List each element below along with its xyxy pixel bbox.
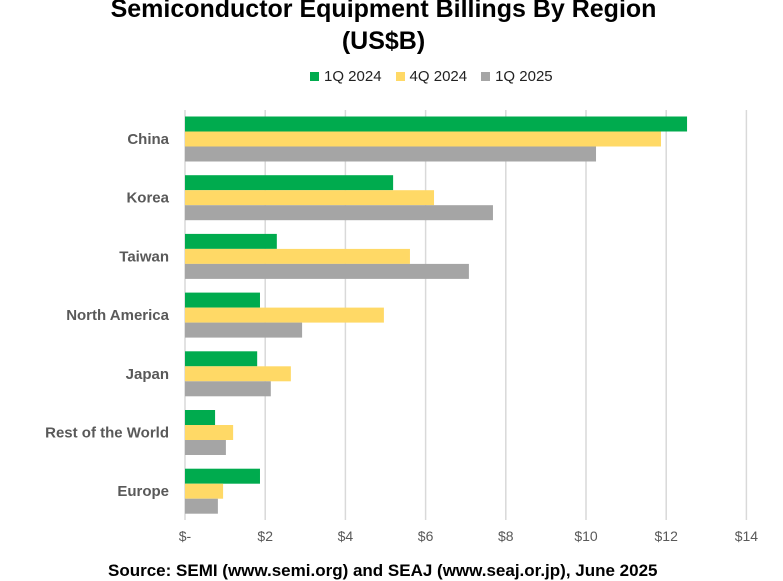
category-label: North America (66, 307, 169, 324)
legend-label: 1Q 2025 (495, 68, 553, 85)
chart-subtitle: (US$B) (341, 27, 426, 55)
bar-4q-2024 (185, 131, 661, 147)
bar-1q-2025 (185, 205, 493, 221)
x-tick-label: $10 (574, 528, 598, 544)
x-tick-label: $2 (257, 528, 273, 544)
bar-1q-2024 (185, 410, 216, 425)
bar-4q-2024 (185, 366, 291, 382)
legend: 1Q 2024 4Q 2024 1Q 2025 (310, 68, 553, 85)
bar-1q-2025 (185, 440, 226, 455)
bar-1q-2024 (185, 351, 258, 367)
legend-item: 1Q 2024 (310, 68, 382, 85)
legend-label: 4Q 2024 (409, 68, 468, 85)
x-tick-label: $6 (418, 528, 434, 544)
bar-1q-2024 (185, 116, 688, 132)
x-tick-label: $8 (498, 528, 514, 544)
bar-1q-2025 (185, 146, 597, 162)
category-label: Rest of the World (45, 425, 169, 442)
bar-1q-2024 (185, 468, 260, 484)
x-tick-label: $4 (338, 528, 354, 544)
x-tick-label: $14 (735, 528, 759, 544)
bar-1q-2025 (185, 498, 218, 514)
bar-4q-2024 (185, 248, 410, 264)
category-label: China (127, 131, 169, 148)
bar-4q-2024 (185, 190, 435, 206)
category-label: Japan (126, 366, 169, 383)
bar-4q-2024 (185, 425, 234, 440)
category-label: Korea (126, 190, 169, 207)
source-note: Source: SEMI (www.semi.org) and SEAJ (ww… (108, 561, 658, 580)
bar-1q-2025 (185, 322, 303, 338)
legend-item: 4Q 2024 (395, 68, 468, 85)
bar-4q-2024 (185, 483, 224, 499)
bar-1q-2024 (185, 175, 394, 191)
legend-label: 1Q 2024 (324, 68, 382, 85)
x-tick-label: $- (179, 528, 192, 544)
legend-swatch (395, 72, 405, 81)
legend-swatch (481, 72, 491, 81)
category-label: Europe (117, 483, 169, 500)
category-label: Taiwan (119, 248, 169, 265)
bar-1q-2025 (185, 381, 271, 397)
legend-item: 1Q 2025 (481, 68, 553, 85)
bar-1q-2024 (185, 292, 260, 308)
bar-1q-2025 (185, 263, 469, 279)
chart-title: Semiconductor Equipment Billings By Regi… (110, 0, 657, 23)
x-tick-label: $12 (655, 528, 679, 544)
bar-1q-2024 (185, 233, 277, 249)
bar-4q-2024 (185, 307, 384, 323)
legend-swatch (310, 72, 319, 81)
